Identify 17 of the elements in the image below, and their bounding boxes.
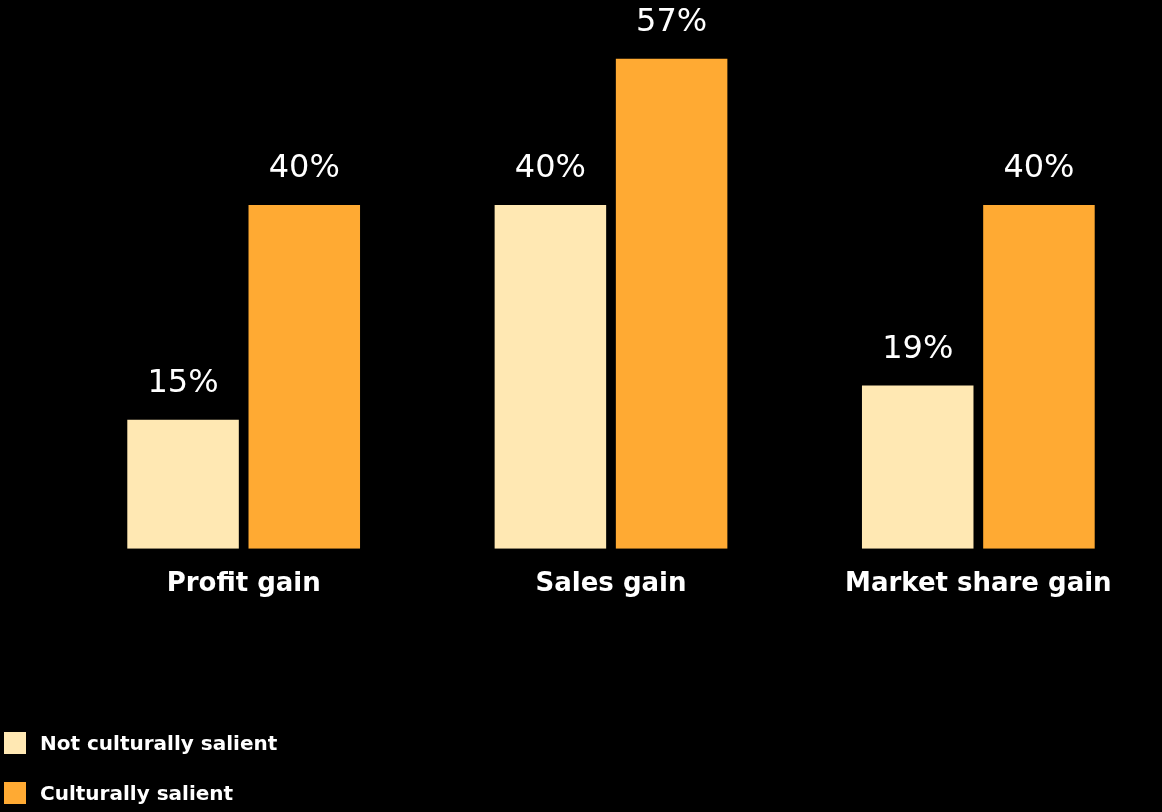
bar — [127, 419, 239, 549]
bar — [861, 385, 974, 549]
legend-label: Not culturally salient — [40, 731, 278, 755]
bar — [615, 58, 728, 549]
data-label: 15% — [147, 362, 219, 401]
bar — [248, 204, 361, 549]
x-tick-label: Market share gain — [845, 567, 1112, 598]
data-label: 40% — [514, 147, 586, 186]
data-label: 57% — [636, 1, 708, 40]
bar — [983, 204, 1095, 549]
data-label: 19% — [882, 327, 954, 366]
x-tick-label: Sales gain — [535, 567, 687, 598]
bar — [494, 204, 607, 549]
x-tick-label: Profit gain — [166, 567, 321, 598]
data-label: 40% — [1003, 147, 1075, 186]
data-label: 40% — [268, 147, 340, 186]
legend-label: Culturally salient — [40, 781, 234, 805]
